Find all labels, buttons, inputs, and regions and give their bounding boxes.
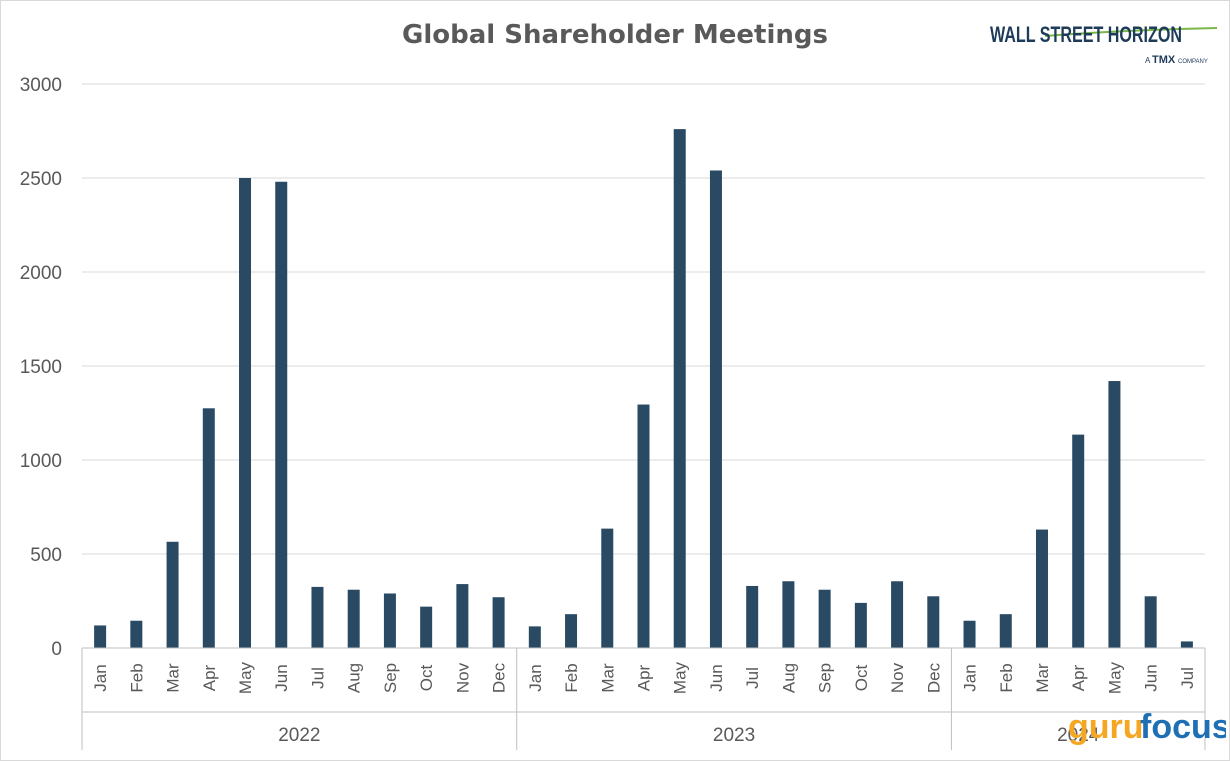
bar — [999, 614, 1012, 648]
y-axis-ticks: 0 500 1000 1500 2000 2500 3000 — [20, 75, 62, 660]
x-tick-label: Jan — [91, 664, 110, 691]
x-tick-label: Aug — [345, 663, 364, 693]
x-tick-label: Nov — [453, 662, 472, 693]
gridlines — [82, 83, 1205, 555]
x-tick-label: Jan — [961, 664, 980, 691]
wsh-logo-text: WALL STREET HORIZON — [990, 22, 1182, 47]
y-tick-label: 2500 — [20, 169, 62, 190]
bar — [891, 581, 904, 648]
y-tick-label: 3000 — [20, 75, 62, 96]
bar — [94, 625, 107, 648]
year-group-label: 2023 — [713, 725, 755, 746]
bar — [637, 404, 650, 648]
x-axis: Jan Feb Mar Apr May Jun Jul Aug Sep Oct Nov Dec 2022… — [81, 647, 1206, 750]
gurufocus-focus: focus — [1140, 708, 1226, 746]
bar — [347, 589, 360, 648]
x-tick-label: Oct — [417, 665, 436, 692]
bar — [166, 541, 179, 648]
x-tick-label: Sep — [816, 663, 835, 693]
bar — [239, 178, 252, 648]
wsh-swoosh — [1044, 27, 1218, 37]
x-tick-label: Jan — [526, 664, 545, 691]
y-tick-label: 500 — [30, 545, 62, 566]
bar — [1108, 381, 1121, 648]
bar — [528, 626, 541, 648]
year-group-label: 2022 — [278, 725, 320, 746]
x-tick-label: Jun — [272, 664, 291, 691]
bar — [383, 593, 396, 648]
bar — [202, 408, 215, 648]
bar — [420, 606, 433, 648]
x-tick-label: Dec — [924, 662, 943, 693]
wsh-sub-company: COMPANY — [1178, 59, 1208, 65]
bar — [1144, 596, 1157, 648]
bar — [673, 129, 686, 648]
bar — [565, 614, 578, 648]
x-tick-label: Mar — [1033, 663, 1052, 693]
bar — [1072, 434, 1085, 648]
x-tick-label: Nov — [888, 662, 907, 693]
x-tick-label: Mar — [164, 663, 183, 693]
x-tick-label: Sep — [381, 663, 400, 693]
x-tick-label: Feb — [562, 663, 581, 692]
x-tick-label: Oct — [852, 665, 871, 692]
y-tick-label: 2000 — [20, 263, 62, 284]
bar — [709, 170, 722, 649]
x-tick-label: Feb — [997, 663, 1016, 692]
bar — [130, 620, 143, 648]
bar — [1035, 529, 1048, 648]
bar — [492, 597, 505, 648]
x-tick-label: Feb — [127, 663, 146, 692]
y-tick-label: 0 — [51, 639, 62, 660]
bars — [94, 129, 1193, 649]
x-tick-label: Mar — [598, 663, 617, 693]
x-tick-label: Apr — [1069, 664, 1088, 691]
bar — [854, 602, 867, 648]
y-tick-label: 1500 — [20, 357, 62, 378]
x-tick-label: Apr — [200, 664, 219, 691]
bar — [275, 181, 288, 648]
x-tick-label: Dec — [490, 662, 509, 693]
bar — [601, 528, 614, 648]
wall-street-horizon-logo: WALL STREET HORIZON A TMX COMPANY — [990, 22, 1218, 66]
x-tick-label: Aug — [779, 663, 798, 693]
x-tick-label: Apr — [635, 664, 654, 691]
wsh-sub-tmx: TMX — [1152, 54, 1176, 66]
wsh-sub-a: A — [1145, 56, 1151, 65]
x-tick-label: Jun — [1142, 664, 1161, 691]
x-tick-label: May — [1105, 661, 1124, 694]
y-tick-label: 1000 — [20, 451, 62, 472]
bar — [1180, 641, 1193, 648]
x-tick-label: May — [671, 661, 690, 694]
bar — [311, 586, 324, 648]
bar — [782, 581, 795, 648]
x-tick-label: May — [236, 661, 255, 694]
x-tick-label: Jun — [707, 664, 726, 691]
bar — [963, 620, 976, 648]
x-tick-label: Jul — [308, 667, 327, 689]
bar — [456, 584, 469, 648]
bar — [818, 589, 831, 648]
bar — [927, 596, 940, 648]
x-tick-label: Jul — [1178, 667, 1197, 689]
bar — [746, 585, 759, 648]
chart-title: Global Shareholder Meetings — [402, 20, 828, 50]
year-group-label: 2024 — [1057, 725, 1100, 746]
gurufocus-guru: guru — [1068, 708, 1144, 746]
gurufocus-watermark: guru focus — [1068, 708, 1226, 746]
x-tick-label: Jul — [743, 667, 762, 689]
